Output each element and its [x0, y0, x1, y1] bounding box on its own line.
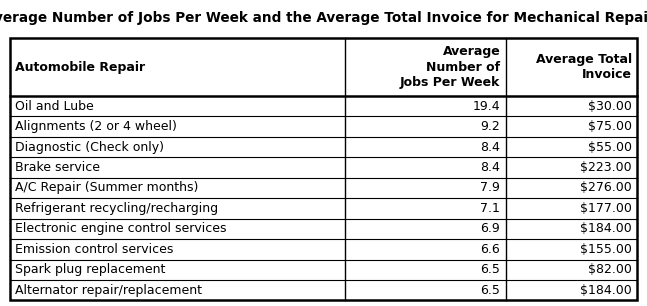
Text: $184.00: $184.00: [580, 284, 632, 297]
Text: Average Number of Jobs Per Week and the Average Total Invoice for Mechanical Rep: Average Number of Jobs Per Week and the …: [0, 11, 647, 25]
Text: $276.00: $276.00: [580, 181, 632, 195]
Text: Oil and Lube: Oil and Lube: [15, 100, 94, 113]
Text: Average
Number of
Jobs Per Week: Average Number of Jobs Per Week: [400, 45, 500, 89]
Text: Automobile Repair: Automobile Repair: [15, 61, 145, 74]
Text: $82.00: $82.00: [588, 263, 632, 276]
Text: $55.00: $55.00: [588, 140, 632, 154]
Text: 8.4: 8.4: [481, 140, 500, 154]
Text: $155.00: $155.00: [580, 243, 632, 256]
Text: $184.00: $184.00: [580, 222, 632, 235]
Text: $223.00: $223.00: [580, 161, 632, 174]
Bar: [10, 38, 637, 300]
Text: Average Total
Invoice: Average Total Invoice: [536, 53, 632, 81]
Text: 6.9: 6.9: [481, 222, 500, 235]
Text: 8.4: 8.4: [481, 161, 500, 174]
Text: Alternator repair/replacement: Alternator repair/replacement: [15, 284, 202, 297]
Text: Alignments (2 or 4 wheel): Alignments (2 or 4 wheel): [15, 120, 177, 133]
Text: $75.00: $75.00: [588, 120, 632, 133]
Text: 19.4: 19.4: [473, 100, 500, 113]
Text: 6.5: 6.5: [481, 263, 500, 276]
Text: Diagnostic (Check only): Diagnostic (Check only): [15, 140, 164, 154]
Text: A/C Repair (Summer months): A/C Repair (Summer months): [15, 181, 198, 195]
Text: 6.5: 6.5: [481, 284, 500, 297]
Text: 7.1: 7.1: [481, 202, 500, 215]
Text: $177.00: $177.00: [580, 202, 632, 215]
Text: Spark plug replacement: Spark plug replacement: [15, 263, 165, 276]
Text: 9.2: 9.2: [481, 120, 500, 133]
Text: Electronic engine control services: Electronic engine control services: [15, 222, 226, 235]
Text: Emission control services: Emission control services: [15, 243, 173, 256]
Text: 6.6: 6.6: [481, 243, 500, 256]
Text: 7.9: 7.9: [481, 181, 500, 195]
Text: $30.00: $30.00: [588, 100, 632, 113]
Text: Brake service: Brake service: [15, 161, 100, 174]
Text: Refrigerant recycling/recharging: Refrigerant recycling/recharging: [15, 202, 218, 215]
